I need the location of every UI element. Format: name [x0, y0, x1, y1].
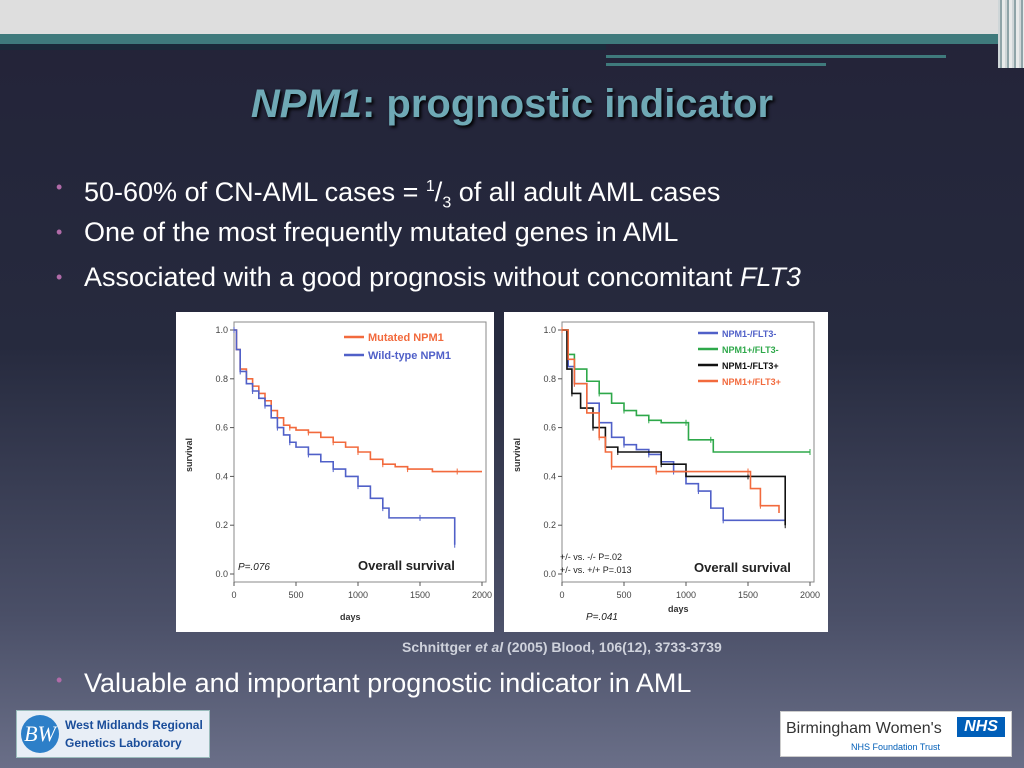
plot-frame — [561, 321, 815, 583]
series-line-npm1-flt3- — [562, 329, 780, 513]
survival-chart-npm1: 0.0 0.2 0.4 0.6 0.8 1.0 0 500 1000 1500 2000 days su… — [176, 312, 494, 632]
y-axis-label: survival — [184, 438, 194, 472]
top-header-bar — [0, 0, 1024, 34]
nhs-logo: Birmingham Women's NHS NHS Foundation Tr… — [780, 711, 1012, 757]
title-rest: : prognostic indicator — [362, 82, 774, 126]
y-tick-label: 0.6 — [215, 423, 228, 433]
y-tick-label: 0.4 — [543, 471, 556, 481]
logo-line-2: Genetics Laboratory — [65, 736, 182, 750]
series-line-npm1-flt3- — [562, 329, 786, 522]
bullet-list: • 50-60% of CN-AML cases = 1/3 of all ad… — [56, 168, 801, 303]
bullet-dot-icon: • — [56, 267, 63, 287]
y-tick-label: 1.0 — [215, 325, 228, 335]
nhs-badge: NHS — [957, 717, 1005, 737]
y-tick-label: 0.4 — [215, 471, 228, 481]
bullet-italic-text: FLT3 — [739, 262, 801, 292]
fraction-denominator: 3 — [442, 194, 452, 212]
series-line-wild-type-npm1 — [234, 329, 456, 545]
chart-svg: 0.0 0.2 0.4 0.6 0.8 1.0 0 500 1000 1500 2000 days su… — [512, 321, 820, 623]
chart-annotation: Overall survival — [694, 560, 791, 575]
logo-trust-sub: NHS Foundation Trust — [851, 742, 941, 752]
citation-author: Schnittger — [402, 639, 476, 655]
x-tick-label: 500 — [616, 590, 631, 600]
x-tick-label: 1500 — [738, 590, 758, 600]
p-value: P=.076 — [238, 562, 270, 573]
x-tick-label: 1000 — [676, 590, 696, 600]
bullet-text: of all adult AML cases — [451, 177, 721, 207]
x-tick-label: 2000 — [472, 590, 492, 600]
citation: Schnittger et al (2005) Blood, 106(12), … — [402, 639, 722, 655]
y-tick-label: 0.6 — [543, 423, 556, 433]
x-tick-label: 0 — [559, 590, 564, 600]
bullet-item: • One of the most frequently mutated gen… — [56, 213, 801, 258]
bullet-text: 50-60% of CN-AML cases = — [84, 177, 426, 207]
y-tick-label: 1.0 — [543, 325, 556, 335]
legend-label: NPM1-/FLT3- — [722, 329, 776, 339]
chart-annotation: Overall survival — [358, 558, 455, 573]
legend-label: NPM1+/FLT3+ — [722, 377, 781, 387]
series-line-npm1-flt3- — [562, 329, 810, 453]
logo-trust-name: Birmingham Women's — [786, 720, 942, 737]
fraction: 1/3 — [425, 177, 451, 211]
x-tick-label: 2000 — [800, 590, 820, 600]
bullet-dot-icon: • — [56, 177, 63, 197]
dark-accent-bar — [0, 44, 606, 50]
bullet-dot-icon: • — [56, 222, 63, 242]
chart-svg: 0.0 0.2 0.4 0.6 0.8 1.0 0 500 1000 1500 2000 days su… — [184, 321, 492, 622]
legend-label: Mutated NPM1 — [368, 332, 444, 344]
bullet-dot-icon: • — [56, 670, 63, 690]
citation-etal: et al — [475, 639, 504, 655]
title-gene: NPM1 — [250, 82, 362, 126]
slide-title: NPM1: prognostic indicator — [0, 82, 1024, 127]
p-value-line: +/- vs. -/- P=.02 — [560, 552, 622, 562]
x-tick-label: 1500 — [410, 590, 430, 600]
y-tick-label: 0.2 — [215, 520, 228, 530]
series-line-mutated-npm1 — [234, 329, 482, 473]
legend-label: Wild-type NPM1 — [368, 350, 451, 362]
plot-frame — [233, 321, 487, 583]
y-tick-label: 0.2 — [543, 520, 556, 530]
x-axis-label: days — [668, 604, 689, 614]
logo-line-1: West Midlands Regional — [65, 718, 203, 732]
bullet-text: Valuable and important prognostic indica… — [84, 668, 692, 698]
teal-accent-bar — [0, 34, 1024, 44]
fraction-slash: / — [434, 177, 443, 207]
survival-chart-npm1-flt3: 0.0 0.2 0.4 0.6 0.8 1.0 0 500 1000 1500 2000 days su… — [504, 312, 828, 632]
y-tick-label: 0.0 — [215, 569, 228, 579]
y-axis-label: survival — [512, 438, 522, 472]
fraction-numerator: 1 — [425, 178, 435, 195]
y-tick-label: 0.0 — [543, 569, 556, 579]
p-value: P=.041 — [586, 612, 618, 623]
wmrgl-logo: BW West Midlands Regional Genetics Labor… — [16, 710, 210, 758]
accent-line — [606, 63, 826, 66]
citation-rest: (2005) Blood, 106(12), 3733-3739 — [503, 639, 722, 655]
y-tick-label: 0.8 — [215, 374, 228, 384]
y-tick-label: 0.8 — [543, 374, 556, 384]
bullet-text: One of the most frequently mutated genes… — [84, 217, 679, 247]
x-tick-label: 500 — [288, 590, 303, 600]
x-tick-label: 0 — [231, 590, 236, 600]
bw-logo-icon: BW — [21, 715, 59, 753]
legend-label: NPM1-/FLT3+ — [722, 361, 779, 371]
legend-label: NPM1+/FLT3- — [722, 345, 779, 355]
x-axis-label: days — [340, 612, 361, 622]
bullet-text: Associated with a good prognosis without… — [84, 262, 740, 292]
p-value-line: +/- vs. +/+ P=.013 — [560, 565, 632, 575]
x-tick-label: 1000 — [348, 590, 368, 600]
accent-line — [606, 55, 946, 58]
bullet-item: • Associated with a good prognosis witho… — [56, 258, 801, 303]
bullet-item: • Valuable and important prognostic indi… — [56, 668, 691, 699]
series-line-npm1-flt3- — [562, 329, 786, 526]
corner-stripes — [998, 0, 1024, 68]
bullet-item: • 50-60% of CN-AML cases = 1/3 of all ad… — [56, 168, 801, 213]
